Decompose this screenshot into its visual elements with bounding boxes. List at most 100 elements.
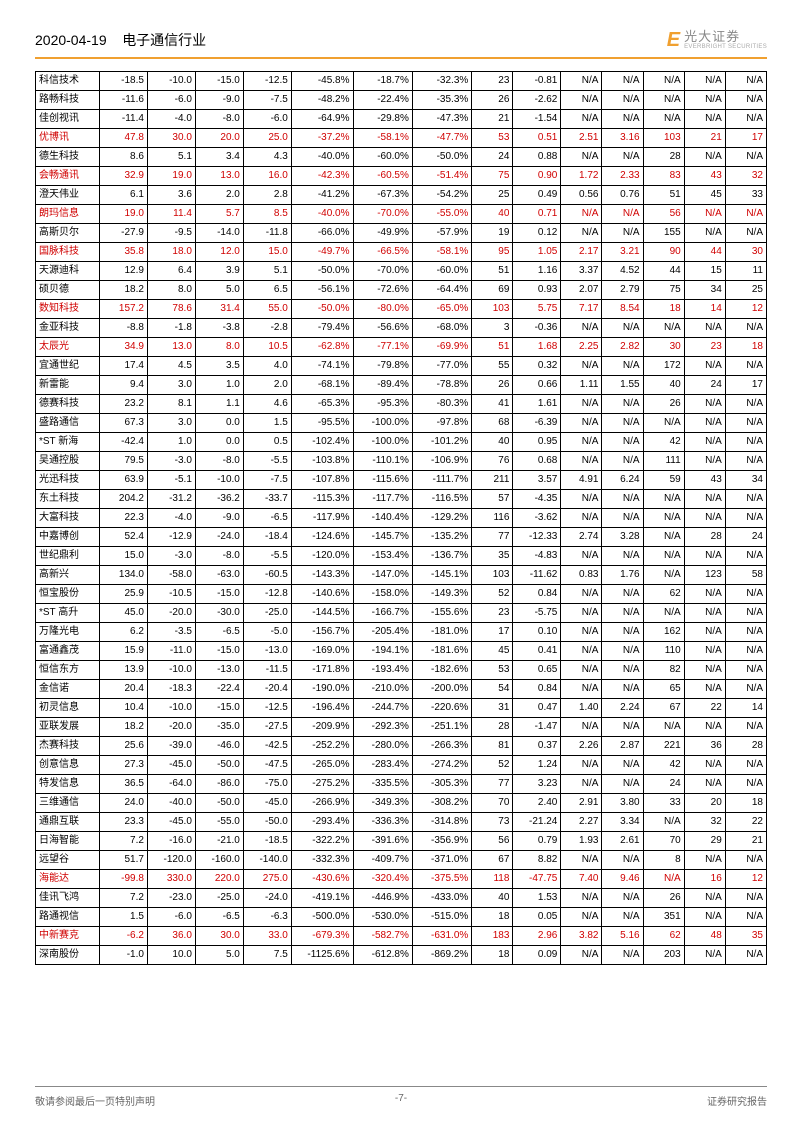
data-cell: 51.7: [99, 850, 147, 869]
data-cell: 203: [643, 945, 684, 964]
data-cell: 24: [643, 774, 684, 793]
data-cell: 56: [643, 204, 684, 223]
data-cell: -9.0: [195, 90, 243, 109]
data-cell: N/A: [602, 356, 643, 375]
table-row: 金信诺20.4-18.3-22.4-20.4-190.0%-210.0%-200…: [36, 679, 767, 698]
data-cell: 1.5: [243, 413, 291, 432]
data-cell: 14: [725, 698, 766, 717]
data-cell: 2.24: [602, 698, 643, 717]
data-cell: 0.0: [195, 413, 243, 432]
data-cell: -135.2%: [412, 527, 471, 546]
data-cell: -129.2%: [412, 508, 471, 527]
row-name-cell: 杰赛科技: [36, 736, 100, 755]
data-cell: -322.2%: [291, 831, 353, 850]
data-cell: -158.0%: [353, 584, 412, 603]
data-cell: -11.4: [99, 109, 147, 128]
table-row: 太辰光34.913.08.010.5-62.8%-77.1%-69.9%511.…: [36, 337, 767, 356]
data-cell: -47.7%: [412, 128, 471, 147]
data-cell: -12.33: [513, 527, 561, 546]
data-cell: -79.4%: [291, 318, 353, 337]
data-cell: N/A: [561, 584, 602, 603]
data-cell: -65.0%: [412, 299, 471, 318]
data-cell: -89.4%: [353, 375, 412, 394]
row-name-cell: 深南股份: [36, 945, 100, 964]
data-cell: 24: [684, 375, 725, 394]
data-cell: 16: [684, 869, 725, 888]
table-row: 大富科技22.3-4.0-9.0-6.5-117.9%-140.4%-129.2…: [36, 508, 767, 527]
data-cell: -23.0: [147, 888, 195, 907]
data-cell: -181.6%: [412, 641, 471, 660]
data-cell: -9.5: [147, 223, 195, 242]
data-cell: -283.4%: [353, 755, 412, 774]
table-row: 通鼎互联23.3-45.0-55.0-50.0-293.4%-336.3%-31…: [36, 812, 767, 831]
data-cell: 330.0: [147, 869, 195, 888]
data-cell: 43: [684, 470, 725, 489]
data-cell: -15.0: [195, 698, 243, 717]
data-cell: 23.3: [99, 812, 147, 831]
data-cell: -140.4%: [353, 508, 412, 527]
data-cell: N/A: [602, 755, 643, 774]
data-cell: -140.6%: [291, 584, 353, 603]
data-cell: 79.5: [99, 451, 147, 470]
data-cell: N/A: [725, 679, 766, 698]
data-cell: -145.1%: [412, 565, 471, 584]
data-cell: 1.05: [513, 242, 561, 261]
data-cell: 22: [725, 812, 766, 831]
row-name-cell: 佳讯飞鸿: [36, 888, 100, 907]
table-row: 高斯贝尔-27.9-9.5-14.0-11.8-66.0%-49.9%-57.9…: [36, 223, 767, 242]
data-cell: N/A: [725, 755, 766, 774]
data-cell: N/A: [561, 641, 602, 660]
data-cell: -49.7%: [291, 242, 353, 261]
data-cell: N/A: [602, 660, 643, 679]
data-cell: 9.46: [602, 869, 643, 888]
data-cell: 63.9: [99, 470, 147, 489]
data-cell: N/A: [684, 850, 725, 869]
data-cell: 0.41: [513, 641, 561, 660]
table-row: 科信技术-18.5-10.0-15.0-12.5-45.8%-18.7%-32.…: [36, 71, 767, 90]
data-cell: 7.40: [561, 869, 602, 888]
data-cell: 77: [472, 527, 513, 546]
data-cell: N/A: [684, 888, 725, 907]
data-cell: 4.5: [147, 356, 195, 375]
data-cell: N/A: [602, 584, 643, 603]
data-cell: 28: [684, 527, 725, 546]
data-cell: 52: [472, 755, 513, 774]
data-cell: -205.4%: [353, 622, 412, 641]
data-cell: 0.5: [243, 432, 291, 451]
data-cell: 82: [643, 660, 684, 679]
data-cell: N/A: [684, 147, 725, 166]
data-cell: -29.8%: [353, 109, 412, 128]
data-cell: -69.9%: [412, 337, 471, 356]
data-cell: N/A: [643, 413, 684, 432]
data-cell: -27.5: [243, 717, 291, 736]
data-cell: -78.8%: [412, 375, 471, 394]
data-cell: 0.49: [513, 185, 561, 204]
data-cell: 56: [472, 831, 513, 850]
data-cell: N/A: [684, 717, 725, 736]
data-cell: N/A: [725, 451, 766, 470]
table-row: *ST 高升45.0-20.0-30.0-25.0-144.5%-166.7%-…: [36, 603, 767, 622]
data-cell: 1.1: [195, 394, 243, 413]
data-cell: 45: [684, 185, 725, 204]
data-cell: 45: [472, 641, 513, 660]
data-cell: 18: [472, 907, 513, 926]
data-cell: -12.8: [243, 584, 291, 603]
data-cell: N/A: [684, 204, 725, 223]
data-cell: 19: [472, 223, 513, 242]
data-cell: -18.5: [99, 71, 147, 90]
data-cell: N/A: [561, 71, 602, 90]
data-cell: 48: [684, 926, 725, 945]
data-cell: 13.0: [147, 337, 195, 356]
data-cell: -6.0: [147, 907, 195, 926]
data-cell: -147.0%: [353, 565, 412, 584]
data-cell: -110.1%: [353, 451, 412, 470]
data-cell: 134.0: [99, 565, 147, 584]
data-cell: 19.0: [99, 204, 147, 223]
data-cell: 26: [643, 888, 684, 907]
data-cell: -13.0: [243, 641, 291, 660]
data-cell: -51.4%: [412, 166, 471, 185]
data-cell: -6.5: [195, 907, 243, 926]
data-cell: N/A: [684, 945, 725, 964]
data-cell: 6.1: [99, 185, 147, 204]
data-cell: 21: [472, 109, 513, 128]
